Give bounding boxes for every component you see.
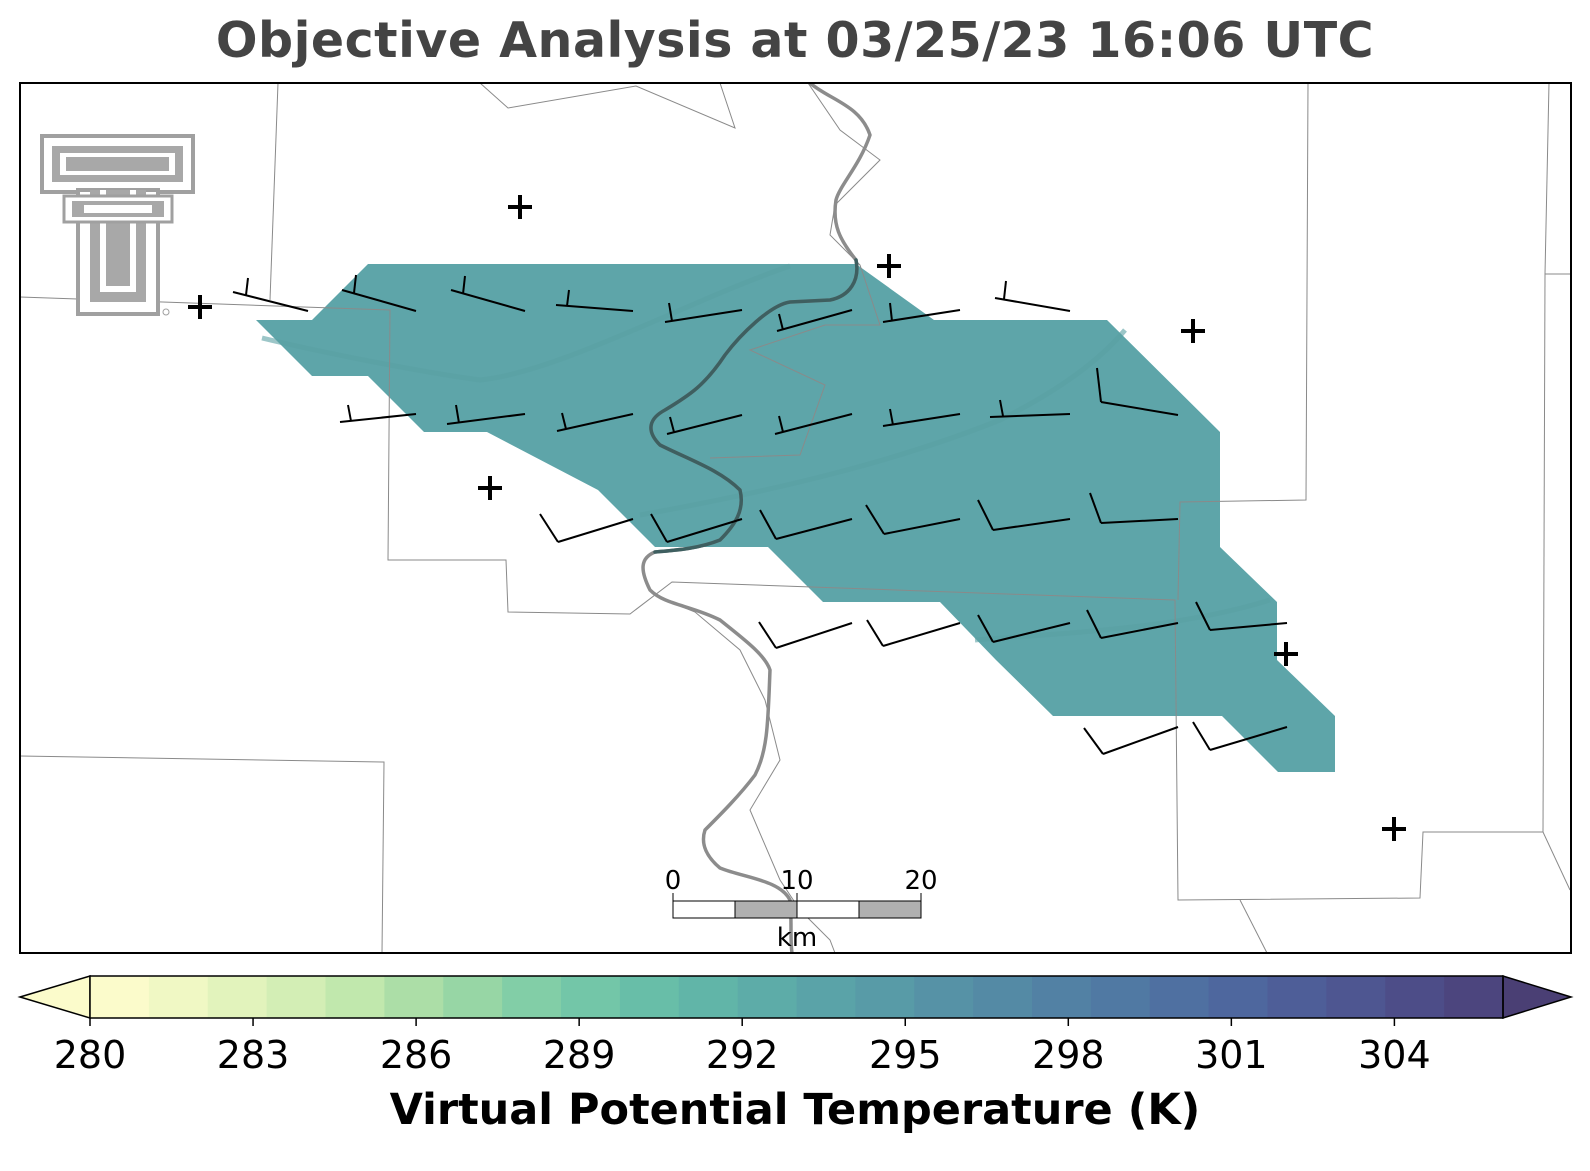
colorbar-over-arrow (1502, 974, 1574, 1020)
station-marker (478, 476, 502, 500)
wind-barb (539, 513, 634, 543)
wind-barb (446, 404, 526, 425)
wind-barbs (232, 274, 1288, 755)
colorbar-tick-label: 280 (54, 1033, 127, 1077)
scale-label-0: 0 (665, 866, 682, 896)
colorbar-tick-label: 283 (217, 1033, 290, 1077)
double-t-logo-icon (40, 134, 195, 316)
station-marker (1382, 817, 1406, 841)
colorbar-segment (855, 976, 915, 1018)
colorbar-ticks: 280 283 286 289 292 295 298 301 304 (54, 1018, 1431, 1077)
scale-unit: km (777, 923, 817, 953)
wind-barb (1192, 721, 1288, 751)
colorbar-tick-label: 289 (543, 1033, 616, 1077)
colorbar-segment (678, 976, 739, 1018)
colorbar-segment (325, 976, 385, 1018)
scale-bar: 0 10 20 km (665, 866, 938, 953)
colorbar-segment (619, 976, 680, 1018)
wind-barb (989, 399, 1071, 418)
colorbar-tick-label: 304 (1358, 1033, 1431, 1077)
station-marker (508, 195, 532, 219)
wind-barb (882, 302, 961, 323)
analysis-field (256, 264, 1335, 772)
colorbar-segment (443, 976, 503, 1018)
colorbar-under-arrow (17, 974, 91, 1020)
wind-barb (1086, 609, 1179, 639)
wind-barb (556, 412, 634, 432)
colorbar-segment (973, 976, 1033, 1018)
colorbar-segments (90, 976, 1504, 1018)
colorbar-segment (266, 976, 327, 1018)
scale-label-10: 10 (780, 866, 813, 896)
page-title: Objective Analysis at 03/25/23 16:06 UTC (215, 12, 1375, 69)
wind-barb (664, 302, 743, 323)
wind-barb (774, 413, 853, 435)
county-boundaries (20, 83, 1571, 953)
colorbar-segment (90, 976, 150, 1018)
colorbar-segment (914, 976, 974, 1018)
colorbar-segment (796, 976, 856, 1018)
station-marker (1274, 642, 1298, 666)
wind-barb (994, 280, 1071, 312)
wind-barb (977, 614, 1071, 643)
colorbar-segment (561, 976, 621, 1018)
wind-barb (977, 499, 1071, 531)
wind-barb (232, 277, 309, 312)
scale-label-20: 20 (904, 866, 937, 896)
colorbar-segment (1444, 976, 1504, 1018)
colorbar: 280 283 286 289 292 295 298 301 304 (17, 974, 1574, 1077)
colorbar-tick-label: 298 (1032, 1033, 1105, 1077)
colorbar-segment (1267, 976, 1327, 1018)
colorbar-tick-label: 301 (1195, 1033, 1268, 1077)
colorbar-segment (1385, 976, 1445, 1018)
station-markers (188, 195, 1406, 841)
colorbar-tick-label: 295 (869, 1033, 942, 1077)
colorbar-segment (148, 976, 209, 1018)
river (641, 83, 872, 953)
colorbar-tick-label: 292 (706, 1033, 779, 1077)
colorbar-segment (384, 976, 444, 1018)
wind-barb (1089, 492, 1179, 524)
wind-barb (555, 289, 634, 312)
wind-barb (865, 504, 961, 535)
wind-barb (341, 274, 417, 312)
wind-barb (776, 309, 853, 332)
wind-barb (450, 275, 526, 312)
wind-barb (758, 621, 853, 649)
wind-barb (1195, 601, 1288, 631)
wind-barb (759, 509, 853, 540)
colorbar-segment (1208, 976, 1269, 1018)
station-marker (188, 295, 212, 319)
wind-barb (882, 408, 961, 427)
wind-barb (650, 513, 743, 543)
colorbar-segment (1032, 976, 1092, 1018)
wind-barb (666, 414, 743, 435)
station-marker (877, 254, 901, 278)
wind-barb (339, 404, 417, 423)
wind-barb (866, 619, 961, 647)
station-marker (1181, 319, 1205, 343)
map-frame (19, 82, 1572, 954)
colorbar-tick-label: 286 (380, 1033, 453, 1077)
colorbar-segment (1326, 976, 1386, 1018)
colorbar-segment (737, 976, 798, 1018)
colorbar-segment (502, 976, 562, 1018)
colorbar-segment (1149, 976, 1210, 1018)
wind-barb (1096, 367, 1179, 416)
colorbar-label: Virtual Potential Temperature (K) (389, 1085, 1201, 1135)
wind-barb (1083, 726, 1179, 755)
colorbar-segment (1090, 976, 1151, 1018)
colorbar-segment (207, 976, 268, 1018)
